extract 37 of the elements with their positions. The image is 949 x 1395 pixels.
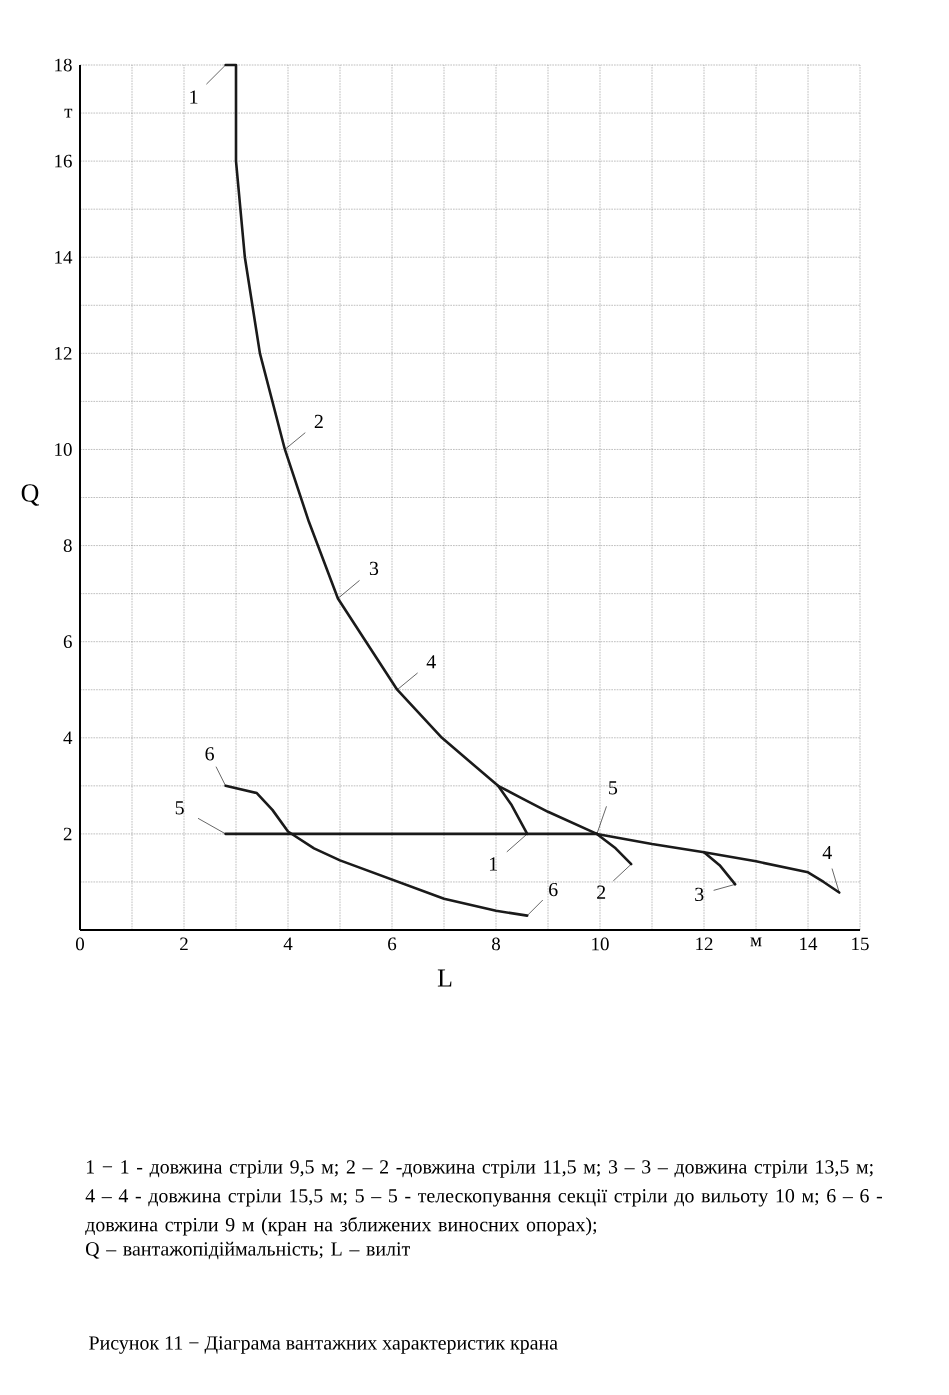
x-tick-label: 12 — [696, 937, 713, 951]
x-tick-label: 15 — [852, 937, 869, 951]
y-tick-label: 12 — [55, 347, 72, 360]
y-tick-label: 14 — [55, 250, 73, 264]
y-tick-label: 6 — [63, 635, 72, 649]
annotation: 6 — [549, 882, 558, 897]
annotation: 1 — [489, 857, 497, 871]
y-tick-label: 18 — [55, 58, 72, 72]
annotation: 2 — [314, 414, 323, 429]
annotation: 4 — [822, 845, 832, 860]
y-tick-label: 16 — [55, 154, 72, 168]
x-tick-label: м — [750, 937, 762, 947]
y-axis-title: Q — [21, 484, 39, 506]
x-tick-label: 2 — [180, 937, 188, 951]
annotation: 1 — [190, 90, 198, 104]
x-tick-label: 4 — [283, 937, 293, 950]
y-tick-label: т — [64, 108, 73, 118]
annotation: 2 — [597, 885, 606, 899]
text: Рисунок 11 − Діаграма вантажних характеристик крана — [89, 1336, 558, 1354]
x-axis-title: L — [437, 969, 452, 987]
x-tick-label: 14 — [800, 937, 818, 951]
y-tick-label: 4 — [63, 731, 73, 745]
annotation: 4 — [426, 655, 436, 669]
annotation: 3 — [695, 887, 704, 902]
x-tick-label: 6 — [388, 937, 397, 951]
x-tick-label: 8 — [492, 937, 501, 951]
x-tick-label: 10 — [592, 937, 609, 951]
annotation: 6 — [205, 747, 214, 761]
y-tick-label: 8 — [63, 539, 72, 552]
text: 1 − 1 - довжина стріли 9,5 м; 2 – 2 -довжина стріли 11,5 м; 3 – 3 – довжина стріли 13,5 м; 4 – 4 - довжина стріли 15,5 м; 5 – 5 - телескопування секції стріли до вильоту 10 м; 6 – 6 - довжина стріли 9 м (кран на зближених виносних опорах); — [85, 1160, 883, 1236]
annotation: 3 — [369, 561, 379, 576]
annotation: 5 — [175, 801, 184, 815]
x-tick-label: 0 — [75, 937, 84, 951]
text: Q – вантажопідіймальність; L – виліт — [86, 1241, 410, 1260]
y-tick-label: 2 — [63, 827, 72, 841]
annotation: 5 — [609, 781, 618, 795]
y-tick-label: 10 — [55, 443, 72, 456]
